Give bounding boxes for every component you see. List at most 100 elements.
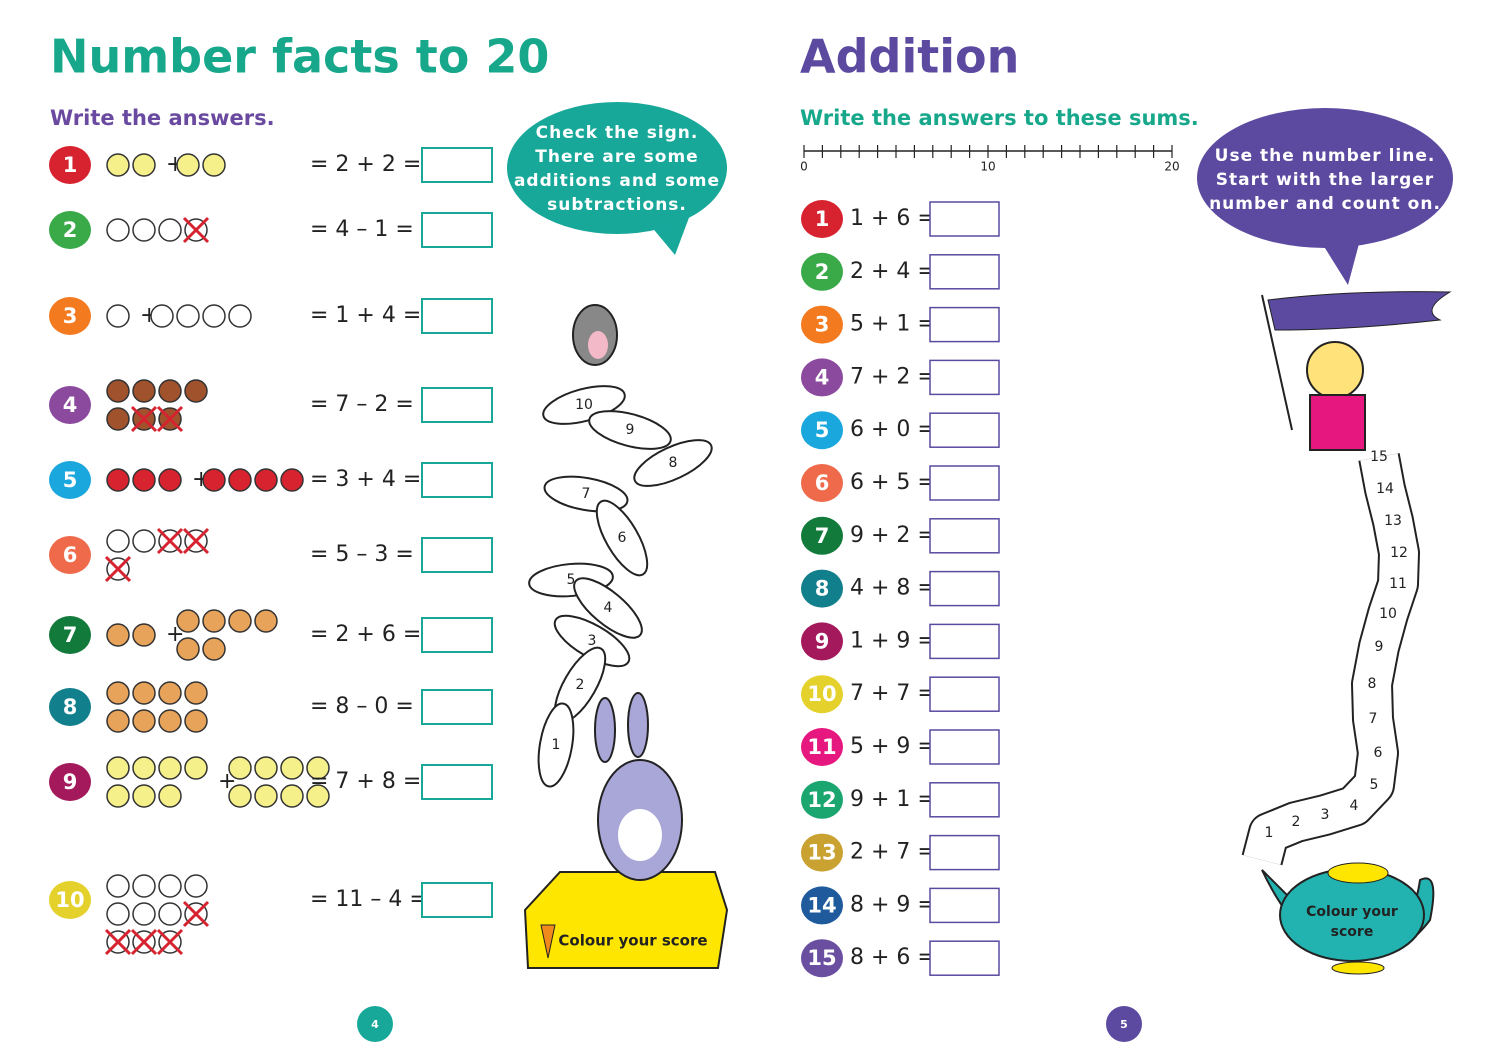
scroll-number: 12	[1390, 545, 1408, 561]
answer-box[interactable]	[421, 537, 493, 573]
badge-number: 9	[815, 629, 830, 653]
answer-box[interactable]	[929, 201, 1000, 237]
badge	[49, 763, 91, 801]
answer-box[interactable]	[929, 729, 1000, 765]
equation: = 11 – 4 =	[310, 887, 428, 912]
picture-icon	[202, 468, 226, 492]
badge-number: 11	[807, 735, 836, 759]
badge-number: 3	[63, 304, 78, 328]
answer-box[interactable]	[929, 782, 1000, 818]
answer-box[interactable]	[929, 887, 1000, 924]
picture-icon	[158, 784, 182, 808]
sum: 8 + 9 =	[850, 892, 936, 917]
badge-number: 3	[815, 313, 830, 337]
cross-out	[182, 900, 210, 928]
number-line-label: 0	[800, 160, 808, 174]
bubble-text: Check the sign.	[536, 123, 699, 143]
carrot-number: 10	[575, 397, 593, 413]
answer-box[interactable]	[929, 359, 1000, 396]
cross-out	[130, 405, 158, 433]
content: 1 + = 2 + 2 =2 = 4 – 1 =3 + = 1 + 4 =4 = 7 – 2…	[49, 123, 1440, 1042]
picture-icon	[254, 784, 278, 808]
answer-box[interactable]	[929, 676, 1000, 712]
badge-number: 4	[815, 365, 830, 389]
carrot	[595, 499, 649, 577]
sum: 2 + 7 =	[850, 840, 936, 865]
badge	[801, 622, 843, 661]
picture-icon	[228, 468, 252, 492]
answer-box[interactable]	[421, 764, 493, 800]
lamp	[1261, 862, 1435, 975]
equation: = 7 + 8 =	[310, 769, 421, 794]
badge-number: 9	[63, 770, 78, 794]
picture-icon	[132, 153, 156, 177]
badge	[801, 780, 843, 819]
badge	[801, 886, 843, 925]
cross-out	[182, 527, 210, 555]
answer-box[interactable]	[929, 412, 1000, 448]
picture-icon	[106, 529, 130, 553]
number-line-label: 10	[980, 160, 995, 174]
picture-icon	[132, 379, 156, 403]
scroll-number: 1	[1265, 825, 1274, 841]
badge	[49, 461, 91, 499]
picture-icon	[176, 609, 200, 633]
picture-icon	[132, 874, 156, 898]
answer-box[interactable]	[929, 570, 1000, 607]
answer-box[interactable]	[421, 298, 493, 334]
equation: = 1 + 4 =	[310, 303, 421, 328]
answer-box[interactable]	[929, 254, 1000, 290]
picture-icon	[106, 623, 130, 647]
badge-number: 5	[815, 418, 830, 442]
score-label: Colour your score	[558, 932, 707, 950]
badge	[801, 464, 843, 502]
badge	[49, 881, 91, 919]
picture-icon	[306, 784, 330, 808]
carrot-number: 2	[576, 677, 585, 693]
badge-number: 8	[815, 577, 830, 601]
picture-icon	[254, 468, 278, 492]
badge-number: 2	[815, 260, 830, 284]
badge	[49, 616, 91, 654]
sum: 7 + 2 =	[850, 364, 936, 389]
answer-box[interactable]	[421, 147, 493, 183]
equation: = 5 – 3 =	[310, 542, 414, 567]
bubble-text: additions and some	[514, 171, 720, 191]
sum: 1 + 6 =	[850, 206, 936, 231]
answer-box[interactable]	[421, 212, 493, 248]
answer-box[interactable]	[929, 940, 1000, 976]
answer-box[interactable]	[929, 306, 1000, 343]
badge	[49, 211, 91, 249]
answer-box[interactable]	[421, 387, 493, 423]
scroll-number: 4	[1350, 798, 1359, 814]
badge	[49, 386, 91, 424]
answer-box[interactable]	[929, 834, 1000, 871]
picture-icon	[254, 609, 278, 633]
answer-box[interactable]	[421, 462, 493, 498]
answer-box[interactable]	[421, 882, 493, 918]
picture-icon	[106, 153, 130, 177]
scroll-number: 11	[1389, 576, 1407, 592]
badge	[49, 688, 91, 726]
answer-box[interactable]	[929, 623, 1000, 660]
badge	[801, 358, 843, 397]
answer-box[interactable]	[421, 617, 493, 653]
badge-number: 6	[815, 471, 830, 495]
picture-icon	[132, 784, 156, 808]
picture-icon	[132, 681, 156, 705]
badge	[801, 939, 843, 978]
picture-icon	[184, 756, 208, 780]
badge-number: 13	[807, 841, 836, 865]
answer-box[interactable]	[421, 689, 493, 725]
badge-number: 14	[807, 893, 836, 917]
badge	[801, 833, 843, 872]
bubble-text: There are some	[535, 147, 698, 167]
left-title: Number facts to 20	[50, 30, 549, 84]
answer-box[interactable]	[929, 518, 1000, 554]
answer-box[interactable]	[929, 465, 1000, 501]
picture-icon	[106, 681, 130, 705]
scroll-number: 8	[1368, 676, 1377, 692]
badge	[801, 516, 843, 555]
speech-bubble-right	[1197, 108, 1453, 285]
